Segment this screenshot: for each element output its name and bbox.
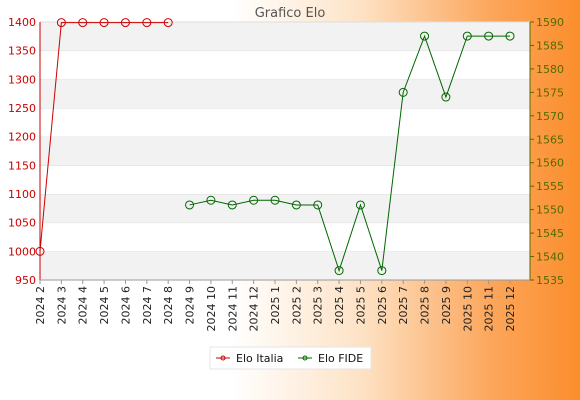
data-point xyxy=(78,18,88,28)
x-axis: 2024 2 2024 3 2024 4 2024 5 2024 6 2024 7 2024… xyxy=(34,280,517,332)
data-point xyxy=(35,246,45,256)
data-point xyxy=(291,200,301,210)
y-left-tick-label: 1100 xyxy=(8,188,36,201)
left-axis: 950 1000 1050 1100 1150 1200 1250 1300 1350 1400 xyxy=(8,16,36,287)
x-tick-label: 2025 1 xyxy=(269,286,282,325)
data-point xyxy=(56,18,66,28)
x-tick-label: 2025 7 xyxy=(397,286,410,325)
y-right-tick-label: 1565 xyxy=(536,133,564,146)
data-point xyxy=(185,200,195,210)
x-tick-label: 2024 7 xyxy=(141,286,154,325)
legend-marker xyxy=(302,355,308,361)
data-point xyxy=(163,18,173,28)
legend-box xyxy=(209,346,372,370)
y-right-tick-label: 1555 xyxy=(536,180,564,193)
series xyxy=(35,18,515,276)
grid-band xyxy=(40,79,530,108)
y-right-tick-label: 1560 xyxy=(536,157,564,170)
data-point xyxy=(462,31,472,41)
y-left-tick-label: 1050 xyxy=(8,217,36,230)
data-point xyxy=(355,200,365,210)
y-left-tick-label: 1200 xyxy=(8,131,36,144)
y-left-tick-label: 1000 xyxy=(8,245,36,258)
data-point xyxy=(377,266,387,276)
y-left-tick-label: 950 xyxy=(15,274,36,287)
x-tick-label: 2024 6 xyxy=(119,286,132,325)
legend: Elo Italia Elo FIDE xyxy=(209,346,372,370)
y-right-tick-label: 1570 xyxy=(536,110,564,123)
x-tick-label: 2024 8 xyxy=(162,286,175,325)
legend-label: Elo Italia xyxy=(236,352,283,365)
grid-band xyxy=(40,165,530,194)
data-point xyxy=(420,31,430,41)
data-point xyxy=(206,195,216,205)
x-tick-label: 2025 4 xyxy=(333,286,346,325)
x-tick-label: 2025 9 xyxy=(440,286,453,325)
x-tick-label: 2025 8 xyxy=(419,286,432,325)
data-point xyxy=(334,266,344,276)
y-right-tick-label: 1550 xyxy=(536,204,564,217)
data-point xyxy=(99,18,109,28)
x-tick-label: 2025 3 xyxy=(312,286,325,325)
data-point xyxy=(227,200,237,210)
y-right-tick-label: 1575 xyxy=(536,86,564,99)
x-tick-label: 2024 12 xyxy=(248,286,261,332)
legend-label: Elo FIDE xyxy=(318,352,363,365)
grid-band xyxy=(40,251,530,280)
y-left-tick-label: 1350 xyxy=(8,45,36,58)
series-line-2 xyxy=(189,34,510,273)
y-right-tick-label: 1535 xyxy=(536,274,564,287)
y-right-tick-label: 1540 xyxy=(536,251,564,264)
data-point xyxy=(142,18,152,28)
data-point xyxy=(484,31,494,41)
x-tick-label: 2025 12 xyxy=(504,286,517,332)
data-point xyxy=(505,31,515,41)
x-tick-label: 2024 10 xyxy=(205,286,218,332)
y-left-tick-label: 1400 xyxy=(8,16,36,29)
y-right-tick-label: 1545 xyxy=(536,227,564,240)
y-right-tick-label: 1590 xyxy=(536,16,564,29)
grid-band xyxy=(40,136,530,166)
x-tick-label: 2025 10 xyxy=(461,286,474,332)
grid-band xyxy=(40,222,530,252)
x-tick-label: 2025 6 xyxy=(376,286,389,325)
data-point xyxy=(398,87,408,97)
x-tick-label: 2024 9 xyxy=(184,286,197,325)
data-point xyxy=(313,200,323,210)
series-line-1 xyxy=(39,22,169,252)
x-tick-label: 2025 2 xyxy=(290,286,303,325)
x-tick-label: 2024 11 xyxy=(226,286,239,332)
y-left-tick-label: 1250 xyxy=(8,102,36,115)
chart-title: Grafico Elo xyxy=(255,6,326,21)
y-left-tick-label: 1300 xyxy=(8,73,36,86)
grid-band xyxy=(40,194,530,223)
x-tick-label: 2024 3 xyxy=(55,286,68,325)
x-tick-label: 2025 11 xyxy=(483,286,496,332)
x-tick-label: 2024 5 xyxy=(98,286,111,325)
grid-band xyxy=(40,108,530,137)
y-left-tick-label: 1150 xyxy=(8,159,36,172)
data-point xyxy=(441,92,451,102)
x-tick-label: 2024 4 xyxy=(77,286,90,325)
data-point xyxy=(270,195,280,205)
grid-band xyxy=(40,50,530,80)
grid-band xyxy=(40,22,530,51)
x-tick-label: 2025 5 xyxy=(354,286,367,325)
plot-background xyxy=(40,21,530,280)
legend-marker xyxy=(220,355,226,361)
y-right-tick-label: 1585 xyxy=(536,39,564,52)
right-axis: 1535 1540 1545 1550 1555 1560 1565 1570 1575 1580… xyxy=(530,16,564,287)
y-right-tick-label: 1580 xyxy=(536,63,564,76)
data-point xyxy=(249,195,259,205)
x-tick-label: 2024 2 xyxy=(34,286,47,325)
data-point xyxy=(120,18,130,28)
